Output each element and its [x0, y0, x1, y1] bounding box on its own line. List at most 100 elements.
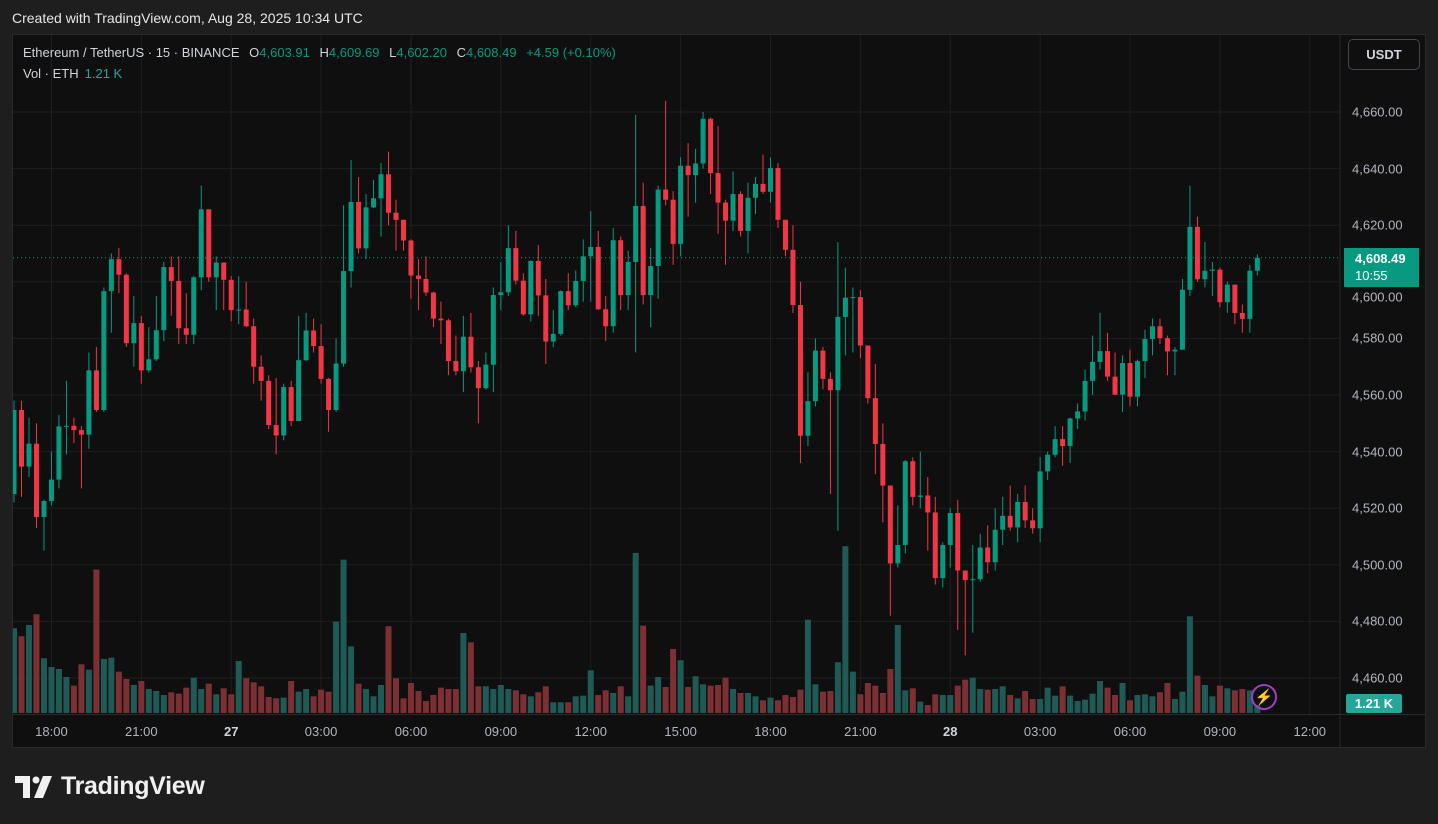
candle-body [1112, 376, 1118, 395]
candle-body [498, 292, 504, 296]
candle-body [865, 345, 871, 399]
volume-bar [392, 678, 399, 713]
time-tick-label: 15:00 [664, 724, 697, 739]
volume-bar [145, 688, 152, 713]
volume-bar [1029, 698, 1036, 713]
time-tick-label: 06:00 [394, 724, 428, 739]
volume-bar [467, 642, 474, 713]
volume-bar [1216, 685, 1223, 713]
time-tick-label: 12:00 [1293, 724, 1327, 739]
volume-bar [1037, 698, 1044, 713]
volume-bar [655, 676, 662, 713]
candle-body [805, 401, 811, 436]
candle-body [333, 363, 339, 410]
price-tick-label: 4,600.00 [1352, 289, 1403, 305]
candle-body [266, 380, 272, 425]
volume-bar [707, 685, 714, 713]
price-tick-label: 4,500.00 [1352, 557, 1403, 573]
volume-bar [153, 690, 160, 713]
volume-bar [243, 678, 250, 713]
candle-body [221, 262, 227, 280]
volume-bar [55, 668, 62, 713]
candle-body [56, 426, 62, 480]
price-tick-label: 4,660.00 [1352, 104, 1403, 120]
time-tick-label: 03:00 [1023, 724, 1057, 739]
volume-bar [265, 696, 272, 713]
candle-body [281, 387, 287, 436]
candle-body [790, 249, 796, 306]
volume-bar [422, 700, 429, 713]
volume-bar [108, 657, 115, 713]
candle-body [453, 361, 459, 372]
volume-bar [879, 692, 886, 713]
volume-bar [715, 684, 722, 713]
time-tick-label: 21:00 [844, 724, 877, 739]
candle-body [767, 168, 773, 192]
candle-body [775, 168, 781, 220]
volume-bar [1246, 690, 1253, 713]
last-price-value: 4,608.49 [1355, 251, 1406, 266]
candle-body [26, 443, 32, 467]
candle-body [857, 297, 863, 346]
volume-bar [205, 683, 212, 713]
volume-bar [625, 696, 632, 713]
time-tick-label: 12:00 [574, 724, 607, 739]
candle-body [618, 240, 624, 296]
currency-button[interactable]: USDT [1348, 39, 1420, 70]
volume-label[interactable]: Vol · ETH [23, 66, 79, 81]
candle-body [236, 309, 242, 311]
candle-body [303, 330, 309, 361]
candle-body [670, 199, 676, 244]
volume-bar [505, 688, 512, 713]
volume-bar [760, 700, 766, 713]
volume-bar [924, 704, 931, 713]
logo-text: TradingView [61, 772, 205, 800]
volume-bar [445, 688, 452, 713]
candle-body [191, 277, 197, 335]
candle-body [78, 430, 84, 435]
candle-body [1239, 312, 1245, 319]
low-label: L [389, 45, 397, 60]
volume-bar [1097, 680, 1104, 713]
volume-bar [774, 700, 781, 713]
candle-body [580, 256, 586, 281]
candle-body [625, 261, 631, 296]
candle-body [1254, 257, 1260, 271]
volume-bar [954, 685, 961, 713]
volume-bar [767, 697, 774, 713]
volume-bar [213, 694, 220, 713]
plot-area[interactable] [11, 35, 1339, 714]
volume-bar [894, 624, 901, 713]
candle-body [400, 219, 406, 241]
volume-bar [572, 696, 579, 713]
candle-body [1149, 326, 1155, 339]
candle-body [33, 443, 39, 517]
tradingview-logo[interactable]: TradingView [15, 772, 205, 801]
volume-bar [1224, 688, 1231, 713]
volume-bar [864, 682, 871, 713]
candle-body [71, 425, 77, 431]
volume-bar [872, 685, 879, 713]
volume-bar [550, 702, 557, 713]
volume-bar [1179, 691, 1186, 713]
candle-body [41, 501, 47, 517]
volume-bar [138, 680, 145, 713]
volume-bar [280, 697, 287, 713]
candle-body [1164, 338, 1170, 352]
candle-body [386, 174, 391, 213]
lightning-icon[interactable]: ⚡ [1251, 684, 1277, 710]
candle-body [565, 291, 571, 306]
candle-body [902, 461, 908, 545]
candle-body [1022, 501, 1028, 521]
volume-bar [692, 676, 699, 713]
close-value: 4,608.49 [465, 45, 517, 60]
symbol-title[interactable]: Ethereum / TetherUS · 15 · BINANCE [23, 45, 240, 60]
volume-bar [130, 684, 137, 713]
candle-body [528, 260, 534, 315]
time-tick-label: 03:00 [304, 724, 338, 739]
candle-body [678, 165, 684, 244]
volume-bar [849, 671, 856, 713]
candle-body [925, 495, 931, 513]
candle-body [1097, 351, 1103, 362]
